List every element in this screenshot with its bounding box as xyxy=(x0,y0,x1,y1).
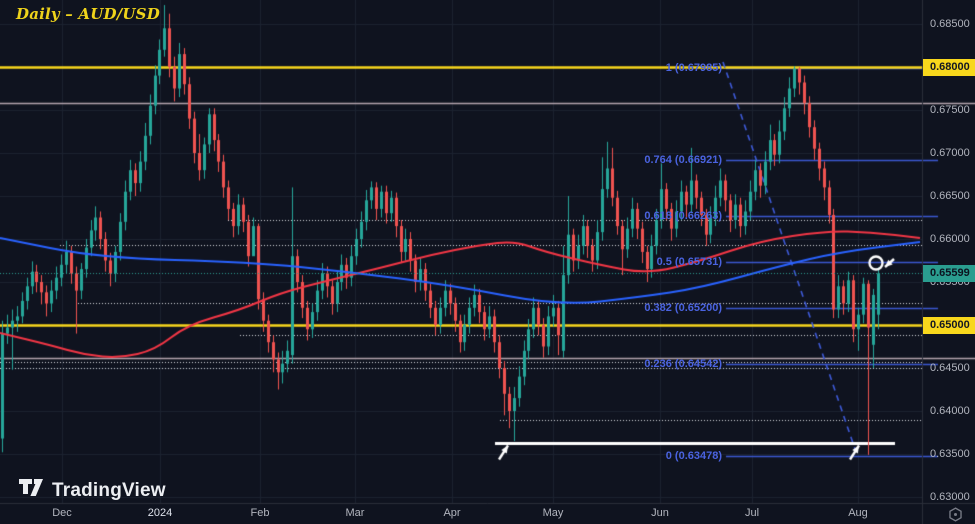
time-axis-label: Mar xyxy=(345,507,365,519)
tradingview-logo-text: TradingView xyxy=(52,479,166,501)
alert-price-label[interactable]: 0.65000 xyxy=(923,316,975,334)
time-axis-label: Apr xyxy=(443,507,461,519)
last-price-label[interactable]: 0.65599 xyxy=(923,264,975,282)
price-axis-label: 0.63000 xyxy=(930,491,970,503)
price-axis-label: 0.64500 xyxy=(930,362,970,374)
price-axis-label: 0.63500 xyxy=(930,448,970,460)
fib-level-label[interactable]: 0 (0.63478) xyxy=(665,449,722,462)
fib-level-label[interactable]: 0.5 (0.65731) xyxy=(656,256,722,269)
tradingview-logo-icon xyxy=(18,476,44,505)
price-axis-label: 0.67500 xyxy=(930,104,970,116)
fib-level-label[interactable]: 0.382 (0.65200) xyxy=(644,301,722,314)
time-axis-label: Aug xyxy=(848,507,868,519)
time-axis-label: Jun xyxy=(651,507,669,519)
fib-level-label[interactable]: 0.236 (0.64542) xyxy=(644,358,722,371)
price-axis-label: 0.68500 xyxy=(930,18,970,30)
alert-price-label[interactable]: 0.68000 xyxy=(923,58,975,76)
price-axis-label: 0.67000 xyxy=(930,147,970,159)
time-axis-label: Dec xyxy=(52,507,72,519)
fib-level-label[interactable]: 1 (0.67985) xyxy=(665,62,722,75)
price-scale-settings-icon[interactable] xyxy=(944,505,966,523)
time-axis-label: Feb xyxy=(250,507,270,519)
price-axis-label: 0.66500 xyxy=(930,190,970,202)
chart-title: Daily – AUD/USD xyxy=(16,5,160,23)
time-axis-label: May xyxy=(542,507,564,519)
time-axis-label: 2024 xyxy=(147,507,173,519)
fib-level-label[interactable]: 0.764 (0.66921) xyxy=(644,153,722,166)
fib-level-label[interactable]: 0.618 (0.66263) xyxy=(644,210,722,223)
time-axis-label: Jul xyxy=(744,507,760,519)
tradingview-logo[interactable]: TradingView xyxy=(18,476,166,505)
price-axis-label: 0.64000 xyxy=(930,405,970,417)
price-axis-label: 0.66000 xyxy=(930,233,970,245)
